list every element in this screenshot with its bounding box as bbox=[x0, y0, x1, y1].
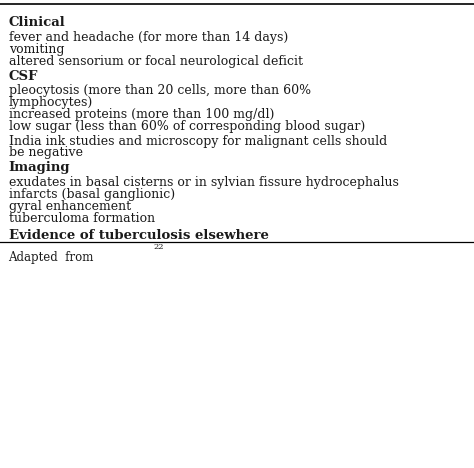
Text: gyral enhancement: gyral enhancement bbox=[9, 200, 131, 213]
Text: lymphocytes): lymphocytes) bbox=[9, 96, 93, 109]
Text: be negative: be negative bbox=[9, 146, 82, 160]
Text: 22: 22 bbox=[153, 243, 164, 251]
Text: pleocytosis (more than 20 cells, more than 60%: pleocytosis (more than 20 cells, more th… bbox=[9, 84, 310, 97]
Text: altered sensorium or focal neurological deficit: altered sensorium or focal neurological … bbox=[9, 55, 302, 68]
Text: increased proteins (more than 100 mg/dl): increased proteins (more than 100 mg/dl) bbox=[9, 108, 274, 121]
Text: Adapted  from: Adapted from bbox=[9, 251, 94, 264]
Text: vomiting: vomiting bbox=[9, 43, 64, 56]
Text: tuberculoma formation: tuberculoma formation bbox=[9, 212, 155, 225]
Text: Clinical: Clinical bbox=[9, 16, 65, 29]
Text: India ink studies and microscopy for malignant cells should: India ink studies and microscopy for mal… bbox=[9, 135, 387, 148]
Text: low sugar (less than 60% of corresponding blood sugar): low sugar (less than 60% of correspondin… bbox=[9, 120, 365, 133]
Text: Evidence of tuberculosis elsewhere: Evidence of tuberculosis elsewhere bbox=[9, 229, 268, 242]
Text: infarcts (basal ganglionic): infarcts (basal ganglionic) bbox=[9, 188, 174, 201]
Text: exudates in basal cisterns or in sylvian fissure hydrocephalus: exudates in basal cisterns or in sylvian… bbox=[9, 176, 399, 189]
Text: CSF: CSF bbox=[9, 70, 38, 83]
Text: Imaging: Imaging bbox=[9, 161, 70, 175]
Text: fever and headache (for more than 14 days): fever and headache (for more than 14 day… bbox=[9, 31, 288, 44]
